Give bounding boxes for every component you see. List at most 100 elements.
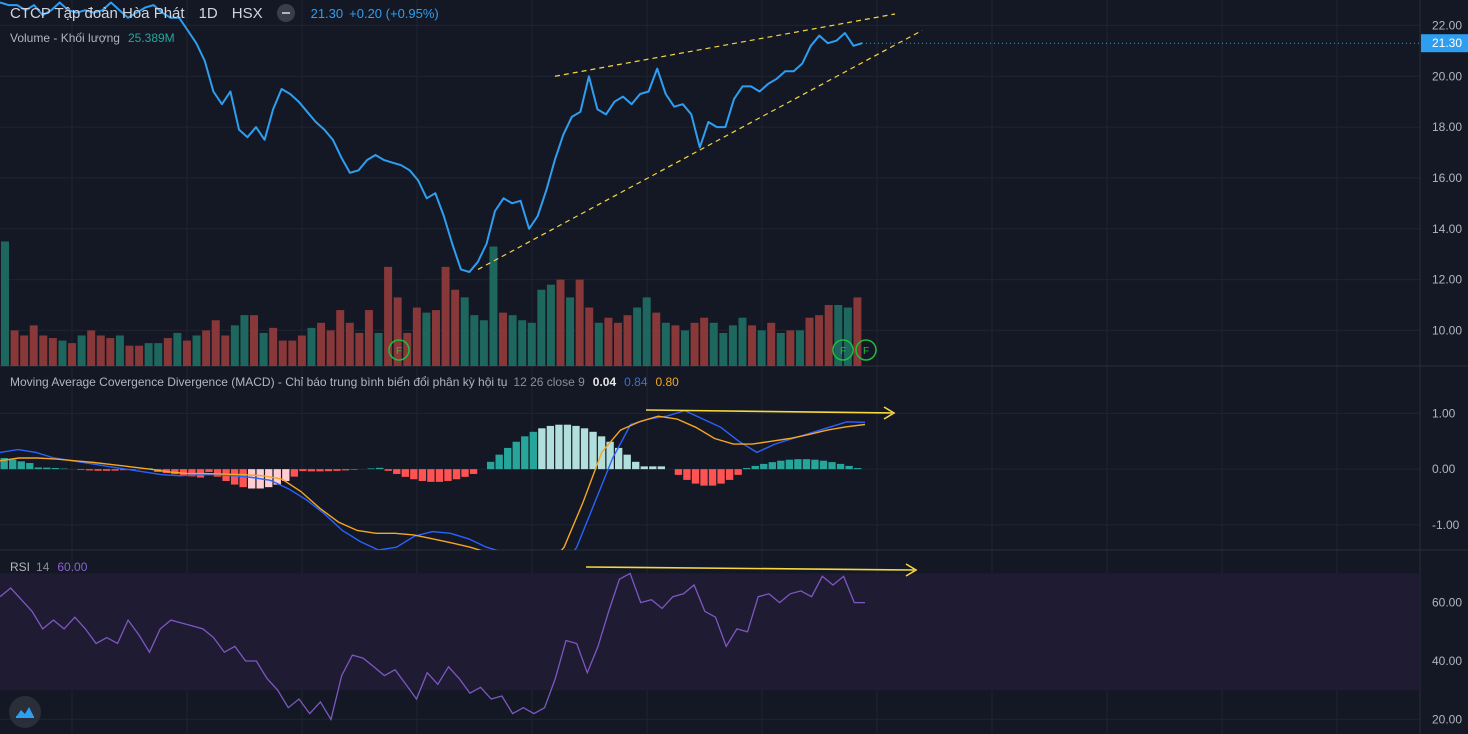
volume-bar bbox=[728, 325, 737, 366]
macd-hist-bar bbox=[316, 469, 324, 472]
macd-hist-bar bbox=[299, 469, 307, 472]
volume-bar bbox=[412, 307, 421, 366]
volume-bar bbox=[374, 332, 383, 366]
volume-bar bbox=[748, 325, 757, 366]
macd-hist-bar bbox=[546, 425, 555, 470]
macd-hist-bar bbox=[26, 463, 34, 470]
interval[interactable]: 1D bbox=[198, 4, 218, 22]
macd-hist-bar bbox=[606, 441, 614, 470]
macd-hist-bar bbox=[853, 468, 862, 470]
macd-hist-bar bbox=[452, 469, 461, 480]
macd-hist-bar bbox=[529, 431, 537, 470]
arrow-head bbox=[905, 563, 918, 577]
macd-hist-bar bbox=[324, 469, 333, 472]
axis-tick-label: 16.00 bbox=[1432, 171, 1462, 185]
volume-bar bbox=[364, 310, 373, 366]
volume-bar bbox=[39, 335, 48, 366]
macd-hist-bar bbox=[845, 465, 853, 470]
volume-bar bbox=[661, 322, 670, 366]
volume-bar bbox=[58, 340, 67, 366]
arrow-shaft bbox=[585, 566, 915, 571]
volume-bar bbox=[681, 330, 689, 366]
volume-bar bbox=[690, 322, 699, 366]
macd-hist-bar bbox=[410, 469, 418, 480]
macd-hist-bar bbox=[572, 425, 580, 470]
volume-bar bbox=[144, 343, 153, 366]
minus-icon[interactable] bbox=[276, 4, 295, 22]
axis-tick-label: -1.00 bbox=[1432, 518, 1460, 532]
volume-bar bbox=[805, 317, 814, 366]
event-flag-icon: F bbox=[388, 339, 410, 361]
volume-bar bbox=[393, 297, 402, 366]
price-line bbox=[0, 1, 863, 273]
logo-icon[interactable] bbox=[9, 696, 41, 728]
macd-hist-bar bbox=[111, 469, 119, 471]
volume-bar bbox=[786, 330, 795, 366]
volume-bar bbox=[135, 345, 144, 366]
exchange[interactable]: HSX bbox=[231, 4, 263, 22]
volume-bar bbox=[671, 325, 680, 366]
macd-hist-bar bbox=[495, 454, 503, 470]
rsi-period: 14 bbox=[36, 560, 50, 574]
macd-divergence-arrow bbox=[645, 406, 896, 420]
axis-tick-label: 1.00 bbox=[1432, 406, 1456, 420]
price-axis: 22.00 20.00 18.00 16.00 14.00 12.00 10.00 bbox=[1432, 18, 1462, 337]
rsi-axis: 60.00 40.00 20.00 bbox=[1432, 596, 1462, 727]
macd-hist-bar bbox=[555, 424, 563, 470]
volume-bar bbox=[795, 330, 804, 366]
volume-bar bbox=[403, 332, 412, 366]
last-price-badge-text: 21.30 bbox=[1432, 36, 1462, 50]
symbol-legend: CTCP Tập đoàn Hòa Phát 1D HSX 21.30 +0.2… bbox=[10, 4, 439, 22]
macd-hist-bar bbox=[179, 469, 188, 476]
volume-bar bbox=[259, 332, 268, 366]
macd-hist-bar bbox=[350, 469, 358, 470]
macd-hist-bar bbox=[282, 469, 290, 481]
volume-bar bbox=[767, 322, 776, 366]
macd-value: 0.84 bbox=[624, 375, 648, 389]
macd-hist-bar bbox=[708, 469, 717, 486]
macd-legend[interactable]: Moving Average Covergence Divergence (MA… bbox=[10, 375, 679, 389]
symbol-name[interactable]: CTCP Tập đoàn Hòa Phát bbox=[10, 4, 185, 22]
volume-bar bbox=[115, 335, 124, 366]
last-price: 21.30 bbox=[310, 5, 344, 21]
macd-hist-bar bbox=[623, 454, 631, 470]
volume-bar bbox=[336, 310, 345, 366]
macd-hist-bar bbox=[512, 441, 520, 470]
event-flag-ring bbox=[388, 339, 410, 361]
macd-hist-bar bbox=[802, 459, 811, 470]
axis-tick-label: 18.00 bbox=[1432, 120, 1462, 134]
volume-legend[interactable]: Volume - Khối lượng 25.389M bbox=[10, 31, 175, 45]
volume-bar bbox=[834, 305, 843, 366]
volume-bar bbox=[700, 317, 709, 366]
macd-hist-bar bbox=[435, 469, 444, 482]
macd-hist-bar bbox=[794, 459, 802, 470]
macd-hist-bar bbox=[341, 469, 350, 471]
macd-hist-bar bbox=[717, 469, 725, 484]
volume-bar bbox=[633, 307, 642, 366]
volume-bar bbox=[585, 307, 594, 366]
volume-bar bbox=[307, 327, 316, 366]
volume-bar bbox=[566, 297, 575, 366]
volume-bar bbox=[278, 340, 287, 366]
axis-tick-label: 10.00 bbox=[1432, 323, 1462, 337]
price-change: +0.20 (+0.95%) bbox=[349, 5, 439, 21]
macd-hist-bar bbox=[504, 447, 512, 470]
macd-hist-bar bbox=[94, 469, 102, 471]
macd-hist-bar bbox=[751, 465, 759, 470]
volume-bar bbox=[604, 317, 613, 366]
rsi-line bbox=[0, 572, 865, 722]
volume-bar bbox=[77, 335, 86, 366]
macd-axis: 1.00 0.00 -1.00 bbox=[1432, 406, 1460, 532]
macd-hist-bar bbox=[760, 463, 768, 470]
macd-hist-bar bbox=[333, 469, 341, 471]
volume-bar bbox=[527, 322, 536, 366]
macd-hist-value: 0.04 bbox=[592, 375, 617, 389]
rsi-legend[interactable]: RSI 14 60.00 bbox=[10, 560, 87, 574]
volume-bar bbox=[1, 241, 9, 366]
event-flag-icon: F bbox=[832, 339, 854, 361]
macd-hist-bar bbox=[307, 469, 316, 472]
volume-bar bbox=[250, 315, 258, 366]
volume-bar bbox=[355, 332, 364, 366]
volume-bar bbox=[613, 322, 622, 366]
